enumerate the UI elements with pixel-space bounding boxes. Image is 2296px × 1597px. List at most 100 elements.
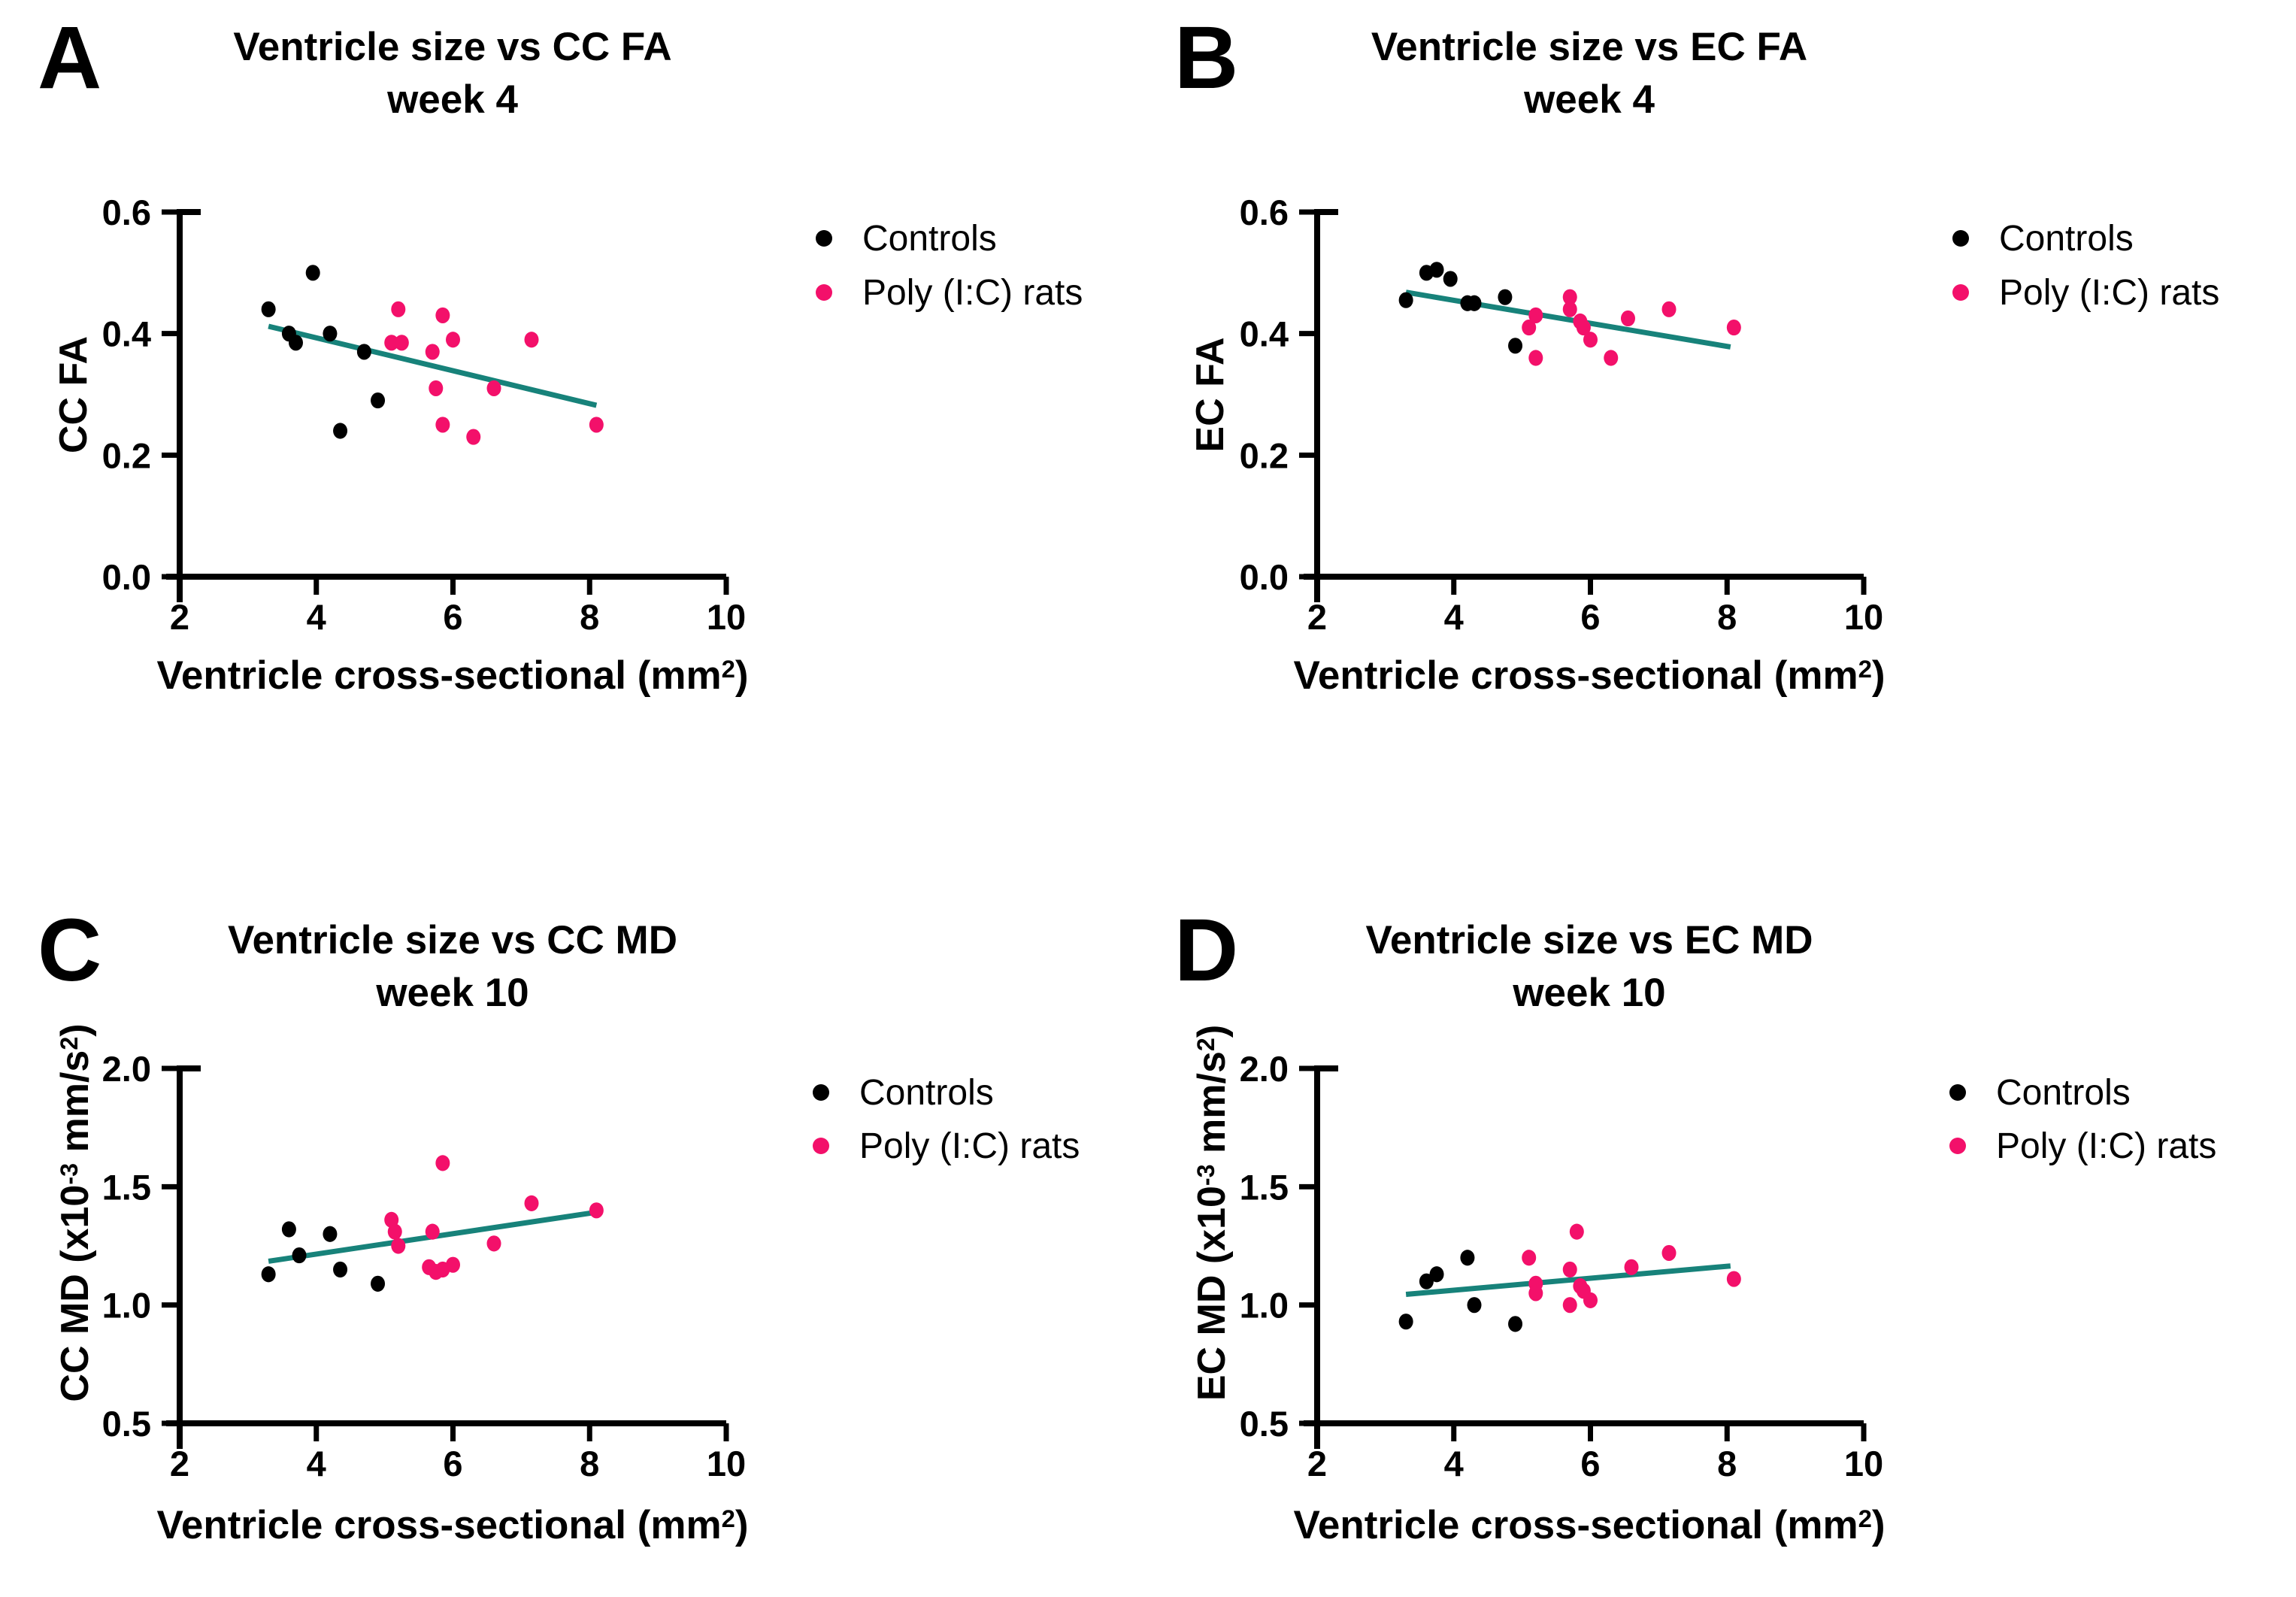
polyic-dot-icon [1952, 284, 1969, 301]
x-tick-label: 2 [170, 597, 189, 637]
legend-label-polyic: Poly (I:C) rats [859, 1126, 1080, 1166]
polyic-data-point [1604, 350, 1619, 366]
legend-label-controls: Controls [862, 218, 997, 259]
scatter-plot-d: 0.5 1.0 1.5 2.0 2 4 6 8 10 [1240, 1049, 1883, 1483]
panel-c-xaxis-title: Ventricle cross-sectional (mm2) [114, 1502, 791, 1548]
polyic-data-point [1583, 332, 1598, 348]
panel-letter-c: C [38, 901, 102, 1000]
controls-data-point [1443, 271, 1458, 287]
polyic-data-point [1562, 301, 1577, 317]
panel-a-xaxis-title: Ventricle cross-sectional (mm2) [114, 653, 791, 698]
polyic-data-point [1562, 289, 1577, 305]
scatter-plot-b: 0.0 0.2 0.4 0.6 2 4 6 8 10 [1240, 192, 1883, 637]
polyic-data-point [435, 1155, 450, 1171]
polyic-data-point [384, 335, 399, 351]
controls-data-point [1429, 1266, 1444, 1283]
legend-row-controls: Controls [813, 1065, 994, 1120]
polyic-data-point [446, 1256, 460, 1273]
xaxis-text: ) [735, 1503, 749, 1547]
panel-b-title-line2: week 4 [1524, 77, 1655, 122]
xaxis-text: ) [735, 653, 749, 698]
controls-data-point [281, 1221, 296, 1238]
xaxis-text: ) [1871, 653, 1886, 698]
controls-data-point [1467, 295, 1482, 311]
polyic-data-point [1661, 1244, 1677, 1262]
xaxis-text: Ventricle cross-sectional (mm [1293, 1503, 1858, 1547]
legend-label-controls: Controls [1996, 1072, 2131, 1113]
scatter-plot-a: 0.0 0.2 0.4 0.6 2 4 6 8 10 [102, 192, 746, 637]
legend-row-polyic: Poly (I:C) rats [1949, 1119, 2216, 1173]
y-tick-label: 1.0 [1240, 1286, 1289, 1326]
polyic-data-point [1522, 1250, 1537, 1266]
controls-data-point [1429, 262, 1444, 278]
panel-c-title-line1: Ventricle size vs CC MD [228, 918, 677, 962]
x-tick-label: 6 [1580, 1444, 1600, 1483]
legend-row-controls: Controls [1952, 211, 2134, 265]
x-tick-label: 10 [1844, 1444, 1883, 1483]
polyic-data-point [486, 1235, 501, 1252]
panel-a-title: Ventricle size vs CC FA week 4 [114, 21, 791, 126]
controls-data-point [288, 335, 303, 351]
polyic-data-point [1583, 1292, 1598, 1308]
polyic-dot-icon [816, 284, 832, 301]
y-tick-label: 0.6 [102, 192, 151, 232]
panel-letter-d: D [1174, 901, 1239, 1000]
controls-data-point [305, 265, 320, 281]
controls-data-point [1508, 338, 1523, 354]
polyic-data-point [1624, 1259, 1639, 1275]
controls-data-point [323, 1226, 338, 1242]
y-tick-label: 0.0 [102, 557, 151, 597]
polyic-data-point [429, 380, 444, 397]
y-tick-label: 1.5 [102, 1167, 151, 1207]
x-tick-label: 6 [443, 597, 462, 637]
controls-data-point [1460, 1250, 1475, 1266]
polyic-data-point [524, 332, 539, 348]
superscript: 2 [1858, 655, 1872, 683]
panel-b-title: Ventricle size vs EC FA week 4 [1251, 21, 1928, 126]
controls-dot-icon [1952, 230, 1969, 247]
trend-line [1405, 289, 1731, 350]
x-tick-label: 4 [307, 1444, 326, 1483]
polyic-data-point [1726, 319, 1741, 336]
polyic-data-point [1528, 1285, 1543, 1302]
trend-line [268, 323, 598, 408]
x-tick-label: 6 [1580, 597, 1600, 637]
y-tick-label: 0.5 [102, 1404, 151, 1444]
xaxis-text: Ventricle cross-sectional (mm [156, 653, 722, 698]
controls-data-point [333, 423, 348, 439]
panel-b-title-line1: Ventricle size vs EC FA [1371, 25, 1808, 69]
polyic-data-point [1576, 319, 1591, 336]
controls-data-point [261, 1266, 276, 1283]
controls-data-point [1498, 289, 1513, 305]
trend-line [1405, 1263, 1731, 1297]
polyic-data-point [446, 332, 460, 348]
superscript: 2 [721, 1505, 735, 1533]
controls-data-point [356, 344, 371, 360]
x-tick-label: 10 [1844, 597, 1883, 637]
polyic-dot-icon [1949, 1138, 1966, 1154]
y-tick-label: 2.0 [1240, 1049, 1289, 1089]
polyic-data-point [1562, 1261, 1577, 1278]
polyic-data-point [391, 1238, 406, 1254]
legend-label-polyic: Poly (I:C) rats [862, 272, 1083, 313]
x-tick-label: 4 [1444, 597, 1464, 637]
legend-label-controls: Controls [1999, 218, 2134, 259]
polyic-data-point [589, 1202, 604, 1219]
y-tick-label: 0.4 [102, 314, 151, 354]
x-tick-label: 6 [443, 1444, 462, 1483]
controls-data-point [371, 1275, 386, 1292]
x-tick-label: 8 [1717, 597, 1737, 637]
y-tick-label: 0.5 [1240, 1404, 1289, 1444]
x-tick-label: 8 [1717, 1444, 1737, 1483]
x-tick-label: 8 [580, 597, 599, 637]
polyic-data-point [435, 417, 450, 433]
x-tick-label: 2 [1307, 597, 1327, 637]
x-tick-label: 10 [707, 597, 746, 637]
panel-a-title-line1: Ventricle size vs CC FA [233, 25, 672, 69]
x-tick-label: 8 [580, 1444, 599, 1483]
y-tick-label: 0.2 [102, 435, 151, 475]
panel-c-title: Ventricle size vs CC MD week 10 [114, 914, 791, 1020]
panel-letter-b: B [1174, 8, 1239, 108]
x-tick-label: 4 [1444, 1444, 1464, 1483]
polyic-data-point [425, 1223, 440, 1240]
